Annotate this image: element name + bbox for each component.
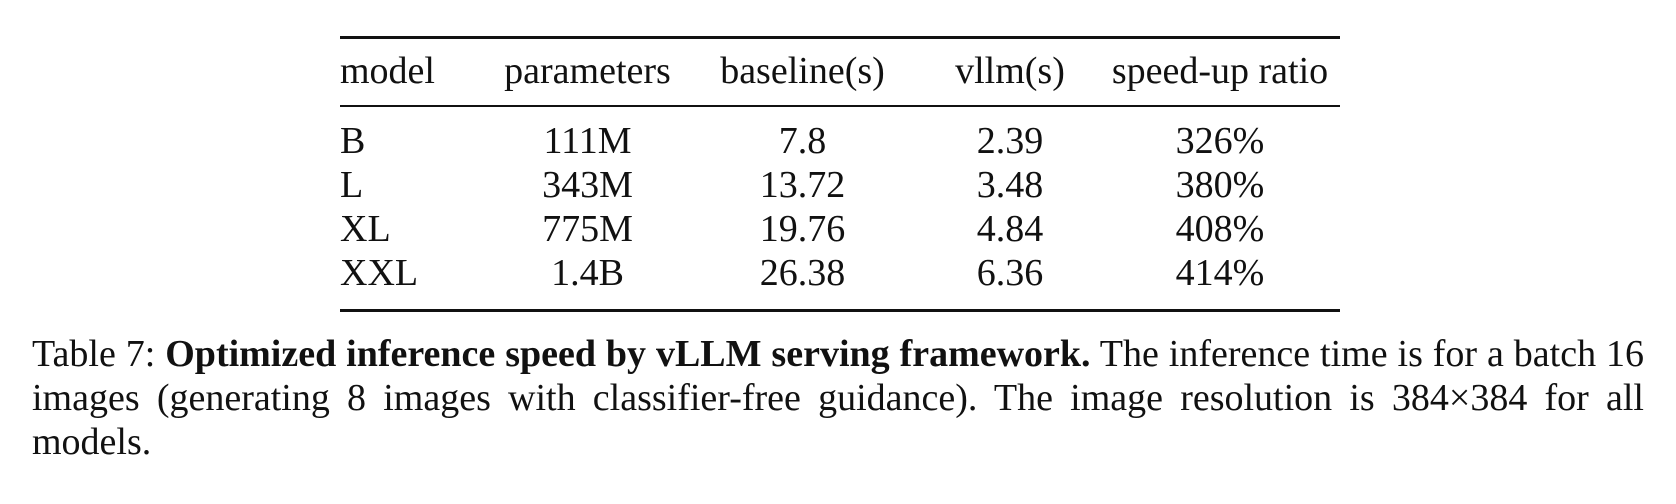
results-table-container: model parameters baseline(s) vllm(s) spe… xyxy=(340,36,1340,312)
cell-vllm: 2.39 xyxy=(976,120,1044,162)
cell-speedup-ratio: 408% xyxy=(1175,208,1265,250)
cell-parameters: 111M xyxy=(543,120,632,162)
column-header-vllm: vllm(s) xyxy=(920,37,1100,107)
cell-parameters: 775M xyxy=(542,208,633,250)
cell-baseline: 19.76 xyxy=(759,208,846,250)
table-row: XXL 1.4B 26.38 6.36 414% xyxy=(340,251,1340,311)
table-row: XL 775M 19.76 4.84 408% xyxy=(340,207,1340,251)
cell-parameters: 1.4B xyxy=(551,252,624,294)
cell-model: XL xyxy=(340,208,391,250)
cell-baseline: 26.38 xyxy=(759,252,846,294)
cell-vllm: 6.36 xyxy=(976,252,1044,294)
cell-model: L xyxy=(340,164,364,206)
cell-model: B xyxy=(340,120,366,162)
cell-speedup-ratio: 380% xyxy=(1175,164,1265,206)
cell-model: XXL xyxy=(340,252,419,294)
caption-title: Optimized inference speed by vLLM servin… xyxy=(165,333,1091,375)
cell-speedup-ratio: 414% xyxy=(1175,252,1265,294)
column-header-model: model xyxy=(340,37,490,107)
cell-speedup-ratio: 326% xyxy=(1175,120,1265,162)
table-caption: Table 7: Optimized inference speed by vL… xyxy=(32,332,1644,464)
cell-vllm: 3.48 xyxy=(976,164,1044,206)
caption-label: Table 7: xyxy=(32,333,156,375)
cell-baseline: 13.72 xyxy=(759,164,846,206)
cell-baseline: 7.8 xyxy=(778,120,827,162)
table-header-row: model parameters baseline(s) vllm(s) spe… xyxy=(340,37,1340,107)
table-row: L 343M 13.72 3.48 380% xyxy=(340,163,1340,207)
column-header-baseline: baseline(s) xyxy=(685,37,920,107)
caption-body: The inference time is for a batch 16 ima… xyxy=(32,333,1644,463)
cell-vllm: 4.84 xyxy=(976,208,1044,250)
inference-speed-table: model parameters baseline(s) vllm(s) spe… xyxy=(340,36,1340,312)
column-header-parameters: parameters xyxy=(490,37,685,107)
column-header-speedup-ratio: speed-up ratio xyxy=(1100,37,1340,107)
cell-parameters: 343M xyxy=(542,164,633,206)
table-row: B 111M 7.8 2.39 326% xyxy=(340,106,1340,163)
